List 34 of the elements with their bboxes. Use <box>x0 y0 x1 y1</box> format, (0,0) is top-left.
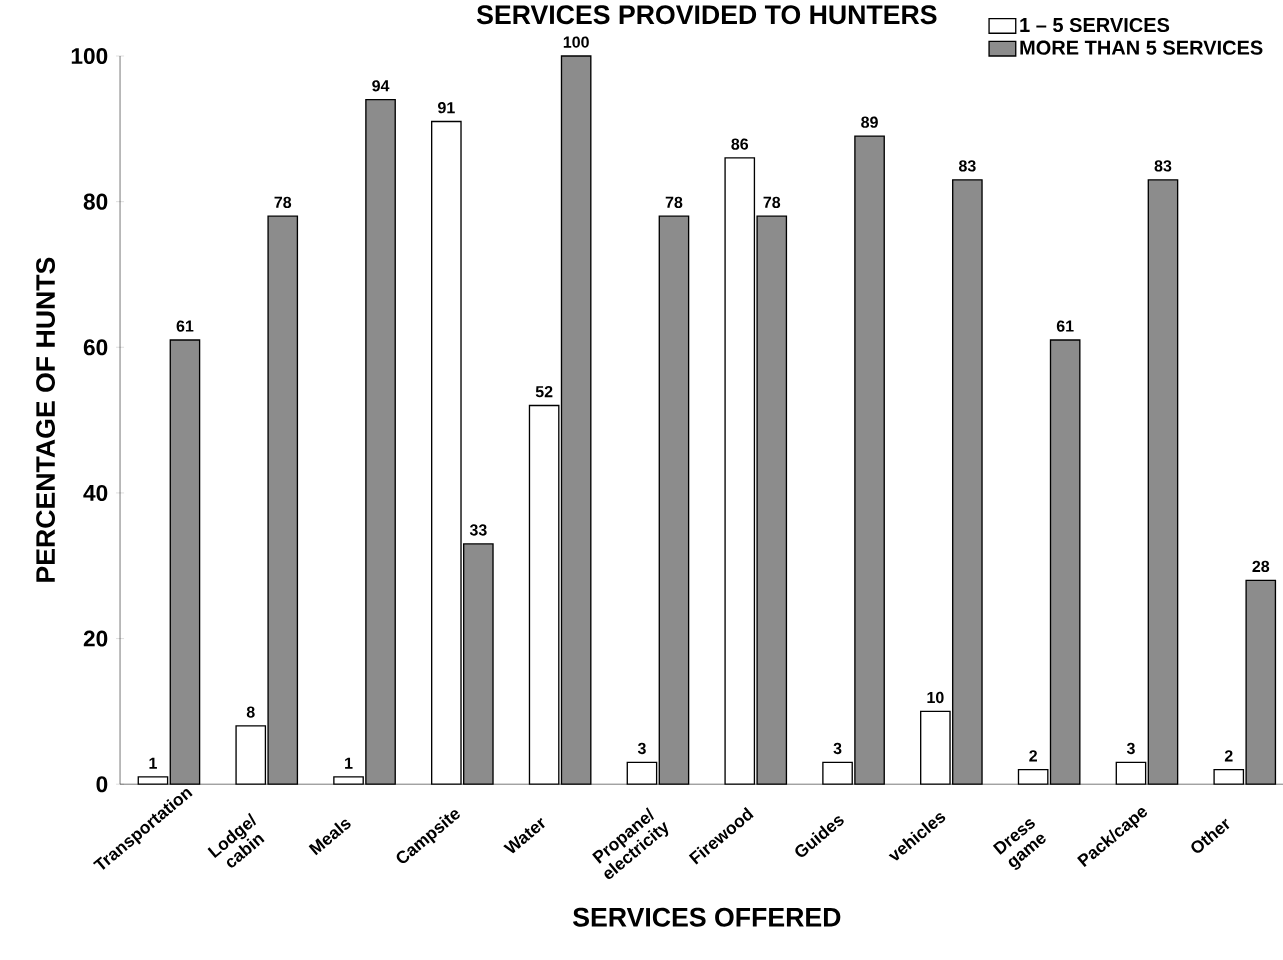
data-label: 2 <box>1224 750 1233 762</box>
data-label: 78 <box>274 196 292 208</box>
data-label: 3 <box>1126 742 1135 755</box>
chart-title: SERVICES PROVIDED TO HUNTERS <box>476 5 937 25</box>
data-label: 2 <box>1029 750 1037 762</box>
legend-label: 1 – 5 SERVICES <box>1020 17 1170 32</box>
data-label: 3 <box>637 742 646 755</box>
data-label: 28 <box>1252 560 1270 572</box>
data-label: 1 <box>345 757 353 769</box>
data-label: 33 <box>469 524 487 536</box>
y-tick-label: 100 <box>71 47 108 64</box>
y-tick-label: 20 <box>83 630 108 647</box>
y-tick-label: 80 <box>83 193 108 210</box>
data-label: 52 <box>535 385 553 398</box>
data-label: 94 <box>372 80 390 92</box>
data-label: 89 <box>861 116 878 128</box>
data-label: 91 <box>438 101 455 114</box>
data-label: 1 <box>149 757 157 769</box>
data-label: 78 <box>763 196 781 208</box>
data-label: 8 <box>246 706 255 718</box>
data-label: 3 <box>833 742 842 755</box>
data-label: 61 <box>1056 320 1074 332</box>
data-label: 78 <box>665 196 683 208</box>
y-tick-label: 60 <box>83 339 108 356</box>
data-label: 86 <box>731 138 749 150</box>
y-axis-title: PERCENTAGE OF HUNTS <box>36 257 55 582</box>
data-label: 100 <box>563 36 589 48</box>
legend-label: MORE THAN 5 SERVICES <box>1020 40 1263 55</box>
y-tick-label: 40 <box>83 484 108 501</box>
data-label: 83 <box>958 160 976 172</box>
data-label: 10 <box>927 691 944 704</box>
data-label: 83 <box>1154 160 1172 172</box>
data-label: 61 <box>176 320 194 332</box>
x-axis-title: SERVICES OFFERED <box>573 907 841 927</box>
